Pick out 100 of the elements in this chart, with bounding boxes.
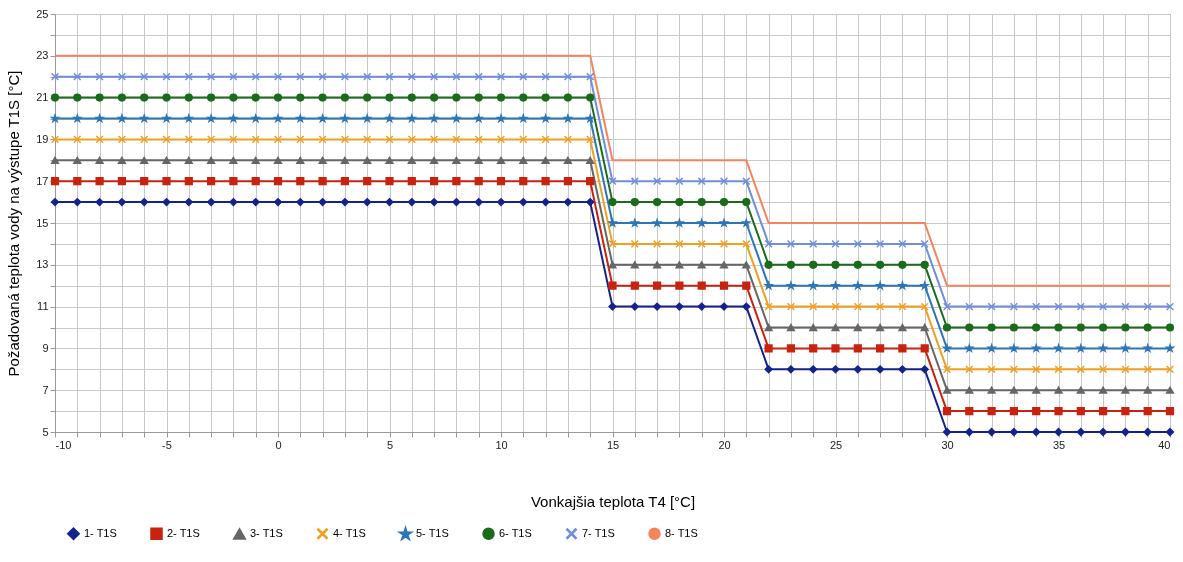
point (430, 156, 439, 164)
point (563, 177, 572, 186)
point (430, 93, 439, 102)
point (809, 302, 818, 311)
x-tick-label: 25 (829, 438, 843, 451)
point (853, 260, 862, 269)
point (296, 177, 305, 186)
point (630, 281, 639, 290)
point (786, 239, 795, 248)
point (719, 302, 729, 311)
point (1121, 365, 1130, 374)
point (95, 93, 104, 102)
point (987, 427, 996, 437)
point (184, 135, 193, 144)
point (987, 407, 996, 416)
point (1099, 427, 1108, 437)
point (608, 281, 617, 290)
point (697, 261, 706, 269)
point (563, 135, 572, 144)
point (1076, 323, 1085, 332)
point (653, 239, 662, 248)
point (162, 177, 171, 186)
point (831, 365, 840, 374)
point (898, 365, 907, 374)
point (95, 177, 104, 186)
point (898, 281, 907, 290)
point (965, 302, 974, 311)
point (340, 177, 349, 186)
point (541, 93, 550, 102)
point (207, 177, 216, 186)
point (430, 135, 439, 144)
point (942, 323, 952, 332)
x-tick-label: 35 (1052, 438, 1066, 451)
point (764, 323, 773, 332)
point (898, 239, 907, 248)
point (162, 198, 171, 207)
point (162, 156, 171, 164)
point (1032, 386, 1041, 394)
point (251, 156, 260, 164)
point (876, 260, 885, 269)
point (318, 135, 327, 144)
point (1032, 323, 1041, 332)
point (1009, 323, 1018, 332)
x-tick-label: 10 (495, 438, 508, 451)
point (764, 302, 773, 311)
point (363, 72, 372, 81)
point (965, 386, 974, 394)
point (1054, 386, 1063, 394)
point (519, 72, 528, 81)
point (965, 407, 974, 416)
point (452, 93, 461, 102)
point (430, 72, 439, 81)
point (630, 239, 639, 248)
point (162, 135, 171, 144)
y-tick-label: 7 (42, 383, 49, 396)
x-tick-label: -10 (55, 438, 72, 451)
point (697, 302, 706, 311)
point (1099, 386, 1108, 394)
point (675, 261, 684, 269)
point (786, 344, 795, 353)
point (363, 177, 372, 186)
point (764, 260, 773, 269)
point (586, 135, 595, 144)
point (809, 260, 818, 269)
point (541, 72, 550, 81)
x-tick-label: 15 (606, 438, 620, 451)
point (519, 135, 528, 144)
point (965, 323, 974, 332)
point (385, 156, 394, 164)
point (764, 344, 773, 353)
x-tick-label: 0 (275, 438, 282, 451)
point (496, 177, 506, 186)
point (697, 218, 706, 227)
point (719, 198, 729, 207)
point (942, 427, 952, 437)
point (675, 302, 684, 311)
point (140, 72, 149, 81)
point (73, 72, 82, 81)
point (920, 344, 929, 353)
point (184, 93, 193, 102)
point (1143, 365, 1152, 374)
point (296, 198, 305, 207)
point (50, 93, 60, 102)
point (987, 323, 996, 332)
y-tick-label: 15 (36, 216, 49, 229)
point (1121, 427, 1130, 437)
point (942, 386, 952, 394)
point (675, 239, 684, 248)
point (608, 239, 617, 248)
point (474, 135, 483, 144)
point (786, 260, 795, 269)
point (742, 302, 751, 311)
point (987, 302, 996, 311)
point (1076, 427, 1085, 437)
point (786, 302, 795, 311)
point (876, 323, 885, 332)
point (340, 156, 349, 164)
point (385, 198, 394, 207)
point (898, 344, 907, 353)
y-tick-label: 23 (36, 49, 49, 62)
